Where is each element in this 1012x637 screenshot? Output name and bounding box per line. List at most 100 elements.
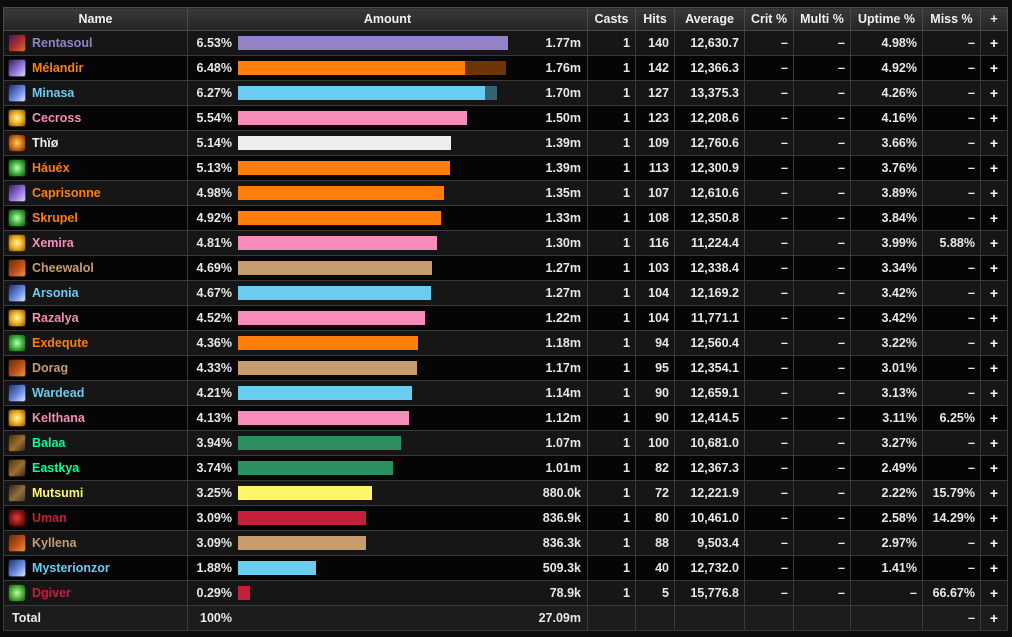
column-header-crit[interactable]: Crit %: [744, 7, 794, 31]
column-header-average[interactable]: Average: [674, 7, 745, 31]
player-cell[interactable]: Mutsumi: [3, 480, 188, 506]
expand-row-button[interactable]: +: [980, 330, 1008, 356]
table-row[interactable]: Kyllena 3.09% 836.3k 1 88 9,503.4– –2.97% – +: [3, 530, 1008, 556]
player-cell[interactable]: Rentasoul: [3, 30, 188, 56]
table-row[interactable]: Dorag 4.33% 1.17m 1 95 12,354.1– –3.01% – +: [3, 355, 1008, 381]
expand-row-button[interactable]: +: [980, 180, 1008, 206]
player-name[interactable]: Kelthana: [32, 411, 85, 425]
player-cell[interactable]: Xemira: [3, 230, 188, 256]
expand-row-button[interactable]: +: [980, 380, 1008, 406]
table-row[interactable]: Eastkya 3.74% 1.01m 1 82 12,367.3– –2.49% – +: [3, 455, 1008, 481]
player-cell[interactable]: Skrupel: [3, 205, 188, 231]
table-row[interactable]: Wardead 4.21% 1.14m 1 90 12,659.1– –3.13% – +: [3, 380, 1008, 406]
table-row[interactable]: Mutsumi 3.25% 880.0k 1 72 12,221.9– –2.22% 15.7…: [3, 480, 1008, 506]
player-name[interactable]: Xemira: [32, 236, 74, 250]
expand-row-button[interactable]: +: [980, 30, 1008, 56]
player-cell[interactable]: Kelthana: [3, 405, 188, 431]
player-cell[interactable]: Mélandir: [3, 55, 188, 81]
table-row[interactable]: Razalya 4.52% 1.22m 1 104 11,771.1– –3.42% – +: [3, 305, 1008, 331]
player-name[interactable]: Dorag: [32, 361, 69, 375]
player-name[interactable]: Caprisonne: [32, 186, 101, 200]
table-row[interactable]: Exdequte 4.36% 1.18m 1 94 12,560.4– –3.22% – +: [3, 330, 1008, 356]
player-cell[interactable]: Dorag: [3, 355, 188, 381]
player-cell[interactable]: Háuéx: [3, 155, 188, 181]
player-cell[interactable]: Caprisonne: [3, 180, 188, 206]
expand-row-button[interactable]: +: [980, 305, 1008, 331]
player-name[interactable]: Mélandir: [32, 61, 84, 75]
column-header-miss[interactable]: Miss %: [922, 7, 981, 31]
player-cell[interactable]: Dgiver: [3, 580, 188, 606]
table-row[interactable]: Dgiver 0.29% 78.9k 1 5 15,776.8– – –66.67% +: [3, 580, 1008, 606]
expand-row-button[interactable]: +: [980, 105, 1008, 131]
table-row[interactable]: Balaa 3.94% 1.07m 1 100 10,681.0– –3.27% – +: [3, 430, 1008, 456]
player-cell[interactable]: Razalya: [3, 305, 188, 331]
player-cell[interactable]: Kyllena: [3, 530, 188, 556]
player-name[interactable]: Dgiver: [32, 586, 71, 600]
expand-row-button[interactable]: +: [980, 480, 1008, 506]
player-name[interactable]: Arsonia: [32, 286, 79, 300]
table-row[interactable]: Rentasoul 6.53% 1.77m 1 140 12,630.7– –4.98% – +: [3, 30, 1008, 56]
table-row[interactable]: Cheewalol 4.69% 1.27m 1 103 12,338.4– –3.34% – +: [3, 255, 1008, 281]
table-row[interactable]: Cecross 5.54% 1.50m 1 123 12,208.6– –4.16% – +: [3, 105, 1008, 131]
player-name[interactable]: Mysterionzor: [32, 561, 110, 575]
player-cell[interactable]: Cecross: [3, 105, 188, 131]
expand-row-button[interactable]: +: [980, 505, 1008, 531]
player-name[interactable]: Rentasoul: [32, 36, 93, 50]
player-cell[interactable]: Mysterionzor: [3, 555, 188, 581]
column-header-casts[interactable]: Casts: [587, 7, 636, 31]
column-header-multi[interactable]: Multi %: [793, 7, 851, 31]
player-name[interactable]: Razalya: [32, 311, 79, 325]
table-row[interactable]: Thïø 5.14% 1.39m 1 109 12,760.6– –3.66% – +: [3, 130, 1008, 156]
player-cell[interactable]: Thïø: [3, 130, 188, 156]
expand-row-button[interactable]: +: [980, 455, 1008, 481]
player-name[interactable]: Balaa: [32, 436, 66, 450]
player-name[interactable]: Uman: [32, 511, 67, 525]
expand-row-button[interactable]: +: [980, 555, 1008, 581]
expand-row-button[interactable]: +: [980, 430, 1008, 456]
expand-row-button[interactable]: +: [980, 155, 1008, 181]
player-name[interactable]: Skrupel: [32, 211, 78, 225]
player-name[interactable]: Mutsumi: [32, 486, 84, 500]
player-cell[interactable]: Exdequte: [3, 330, 188, 356]
expand-row-button[interactable]: +: [980, 405, 1008, 431]
expand-row-button[interactable]: +: [980, 230, 1008, 256]
expand-row-button[interactable]: +: [980, 255, 1008, 281]
column-header-plus[interactable]: +: [980, 7, 1008, 31]
expand-row-button[interactable]: +: [980, 580, 1008, 606]
player-cell[interactable]: Balaa: [3, 430, 188, 456]
expand-row-button[interactable]: +: [980, 130, 1008, 156]
player-name[interactable]: Wardead: [32, 386, 85, 400]
table-row[interactable]: Mysterionzor 1.88% 509.3k 1 40 12,732.0– –1.41…: [3, 555, 1008, 581]
player-cell[interactable]: Wardead: [3, 380, 188, 406]
player-cell[interactable]: Cheewalol: [3, 255, 188, 281]
expand-row-button[interactable]: +: [980, 205, 1008, 231]
player-cell[interactable]: Uman: [3, 505, 188, 531]
column-header-uptime[interactable]: Uptime %: [850, 7, 923, 31]
player-name[interactable]: Cheewalol: [32, 261, 94, 275]
player-name[interactable]: Eastkya: [32, 461, 80, 475]
table-row[interactable]: Skrupel 4.92% 1.33m 1 108 12,350.8– –3.84% – +: [3, 205, 1008, 231]
player-name[interactable]: Cecross: [32, 111, 82, 125]
player-name[interactable]: Thïø: [32, 136, 59, 150]
player-cell[interactable]: Arsonia: [3, 280, 188, 306]
expand-row-button[interactable]: +: [980, 80, 1008, 106]
expand-total-button[interactable]: +: [980, 605, 1008, 631]
table-row[interactable]: Kelthana 4.13% 1.12m 1 90 12,414.5– –3.11% 6.25…: [3, 405, 1008, 431]
table-row[interactable]: Caprisonne 4.98% 1.35m 1 107 12,610.6– –3.89% –…: [3, 180, 1008, 206]
table-row[interactable]: Arsonia 4.67% 1.27m 1 104 12,169.2– –3.42% – +: [3, 280, 1008, 306]
player-name[interactable]: Háuéx: [32, 161, 70, 175]
table-row[interactable]: Háuéx 5.13% 1.39m 1 113 12,300.9– –3.76% – +: [3, 155, 1008, 181]
column-header-name[interactable]: Name: [3, 7, 188, 31]
table-row[interactable]: Xemira 4.81% 1.30m 1 116 11,224.4– –3.99% 5.88%…: [3, 230, 1008, 256]
column-header-hits[interactable]: Hits: [635, 7, 675, 31]
player-name[interactable]: Minasa: [32, 86, 75, 100]
table-row[interactable]: Minasa 6.27% 1.70m 1 127 13,375.3– –4.26% – +: [3, 80, 1008, 106]
expand-row-button[interactable]: +: [980, 55, 1008, 81]
column-header-amount[interactable]: Amount: [187, 7, 588, 31]
player-cell[interactable]: Minasa: [3, 80, 188, 106]
player-name[interactable]: Kyllena: [32, 536, 77, 550]
player-cell[interactable]: Eastkya: [3, 455, 188, 481]
table-row[interactable]: Mélandir 6.48% 1.76m 1 142 12,366.3– –4.92% – +: [3, 55, 1008, 81]
player-name[interactable]: Exdequte: [32, 336, 89, 350]
expand-row-button[interactable]: +: [980, 355, 1008, 381]
